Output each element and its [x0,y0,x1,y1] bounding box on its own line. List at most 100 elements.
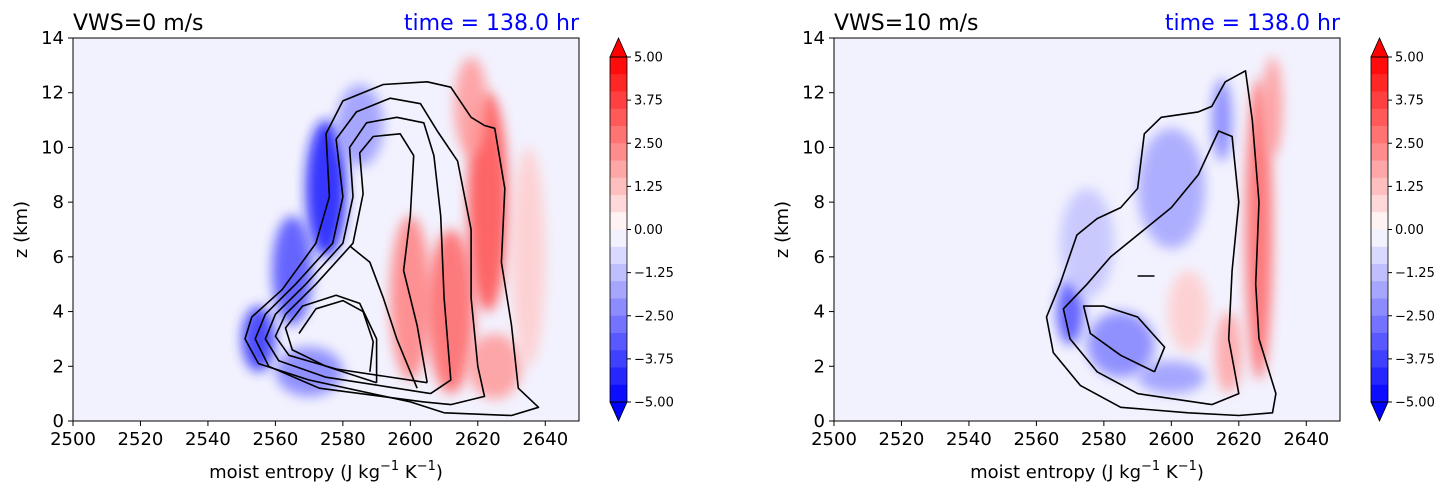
colorbar-level [1371,229,1388,248]
colorbar-level [610,298,627,317]
line-contours [244,81,540,417]
field-blob-1 [272,215,313,326]
colorbar-level [1371,315,1388,334]
y-tick-label: 10 [41,137,64,158]
colorbar-level [1371,264,1388,282]
colorbar-extend-max [1370,37,1389,58]
colorbar-level [610,108,627,127]
colorbar-level [610,350,627,368]
panel-vws-0: 2500 2520 2540 2560 2580 2600 2620 2640 0 2 4 6 8 10 1… [11,11,674,483]
colorbar-level [1371,126,1388,144]
y-axis-label: z (km) [11,201,32,258]
x-tick-label: 2600 [387,429,433,450]
y-tick-label: 12 [41,83,64,104]
y-tick-label: 4 [814,302,825,323]
colorbar-level [610,333,627,351]
colorbar-level [1371,57,1388,75]
colorbar-tick-label: −1.25 [1395,266,1435,281]
line-contours [1045,70,1277,417]
y-tick-label: 8 [53,192,64,213]
contour-line-0 [244,81,540,417]
field-blob-1 [1087,311,1155,378]
colorbar-level [1371,281,1388,299]
colorbar-level [610,229,627,248]
colorbar-tick-label: 0.00 [1395,223,1424,238]
x-tick-label: 2580 [320,429,366,450]
field-blob-10 [511,147,546,367]
colorbar-extend-max [609,37,628,58]
colorbar-level [610,177,627,196]
colorbar-level [1371,384,1388,403]
field-blob-5 [1060,188,1114,298]
colorbar-tick-label: 3.75 [1395,94,1424,109]
colorbar-tick-label: 0.00 [634,223,663,238]
axes-frame [72,37,580,422]
field-blob-6 [1167,270,1209,353]
colorbar-level [1371,246,1388,265]
x-tick-label: 2500 [50,429,96,450]
colorbar: 5.00 3.75 2.50 1.25 0.00 −1.25 −2.50 −3.75 −5.00 [1370,37,1435,422]
field-blob-3 [1137,128,1206,249]
colorbar-level [610,126,627,144]
y-tick-label: 8 [814,192,825,213]
colorbar-level [610,160,627,179]
x-tick-label: 2540 [185,429,231,450]
colorbar-tick-label: 2.50 [634,137,663,152]
colorbar-tick-label: −1.25 [634,266,674,281]
colorbar-level [1371,212,1388,230]
field-blob-8 [454,57,488,156]
axes-frame [833,37,1341,422]
x-tick-label: 2520 [879,429,925,450]
colorbar-level [1371,367,1388,386]
colorbar-level [1371,177,1388,196]
x-tick-label: 2540 [946,429,992,450]
y-tick-label: 6 [53,247,64,268]
colorbar-level [610,246,627,265]
contour-line-1 [254,97,486,406]
x-tick-label: 2520 [118,429,164,450]
contour-line-2 [264,116,452,395]
time-label: time = 138.0 hr [404,11,580,36]
colorbar-level [1371,74,1388,92]
x-tick-label: 2640 [522,429,568,450]
colorbar-level [610,384,627,403]
y-tick-label: 14 [802,28,825,49]
colorbar-level [610,195,627,213]
x-tick-label: 2600 [1148,429,1194,450]
x-tick-label: 2580 [1081,429,1127,450]
y-tick-label: 6 [814,247,825,268]
x-axis-label: moist entropy (J kg−1 K−1) [970,459,1204,483]
colorbar-tick-label: 1.25 [1395,180,1424,195]
x-axis-label: moist entropy (J kg−1 K−1) [209,459,443,483]
colorbar-tick-label: −5.00 [634,396,674,411]
y-axis-label: z (km) [772,201,793,258]
colorbar-tick-label: 2.50 [1395,137,1424,152]
field-blob-4 [1211,79,1233,162]
colorbar-level [610,315,627,334]
colorbar-tick-label: −3.75 [1395,352,1435,367]
colorbar-level [610,143,627,161]
colorbar-level [1371,143,1388,161]
field-blob-0 [305,120,347,257]
contour-line-0 [1045,70,1277,417]
colorbar-tick-label: −2.50 [634,309,674,324]
panel-vws-10: 2500 2520 2540 2560 2580 2600 2620 2640 0 2 4 6 8 10 1… [772,11,1435,483]
colorbar-tick-label: 3.75 [634,94,663,109]
colorbar-level [1371,195,1388,213]
colorbar-tick-label: −5.00 [1395,396,1435,411]
colorbar-level [1371,350,1388,368]
colorbar-tick-label: 5.00 [634,51,663,66]
y-tick-label: 4 [53,302,64,323]
contour-line-5 [284,294,378,384]
y-tick-label: 10 [802,137,825,158]
x-tick-label: 2560 [252,429,298,450]
contour-line-2 [1082,305,1166,373]
contour-line-6 [298,299,374,372]
contour-line-4 [349,245,418,389]
colorbar-level [1371,108,1388,127]
colorbar-level [1371,298,1388,317]
x-tick-label: 2640 [1283,429,1329,450]
field-blob-6 [427,229,475,394]
colorbar-level [610,57,627,75]
